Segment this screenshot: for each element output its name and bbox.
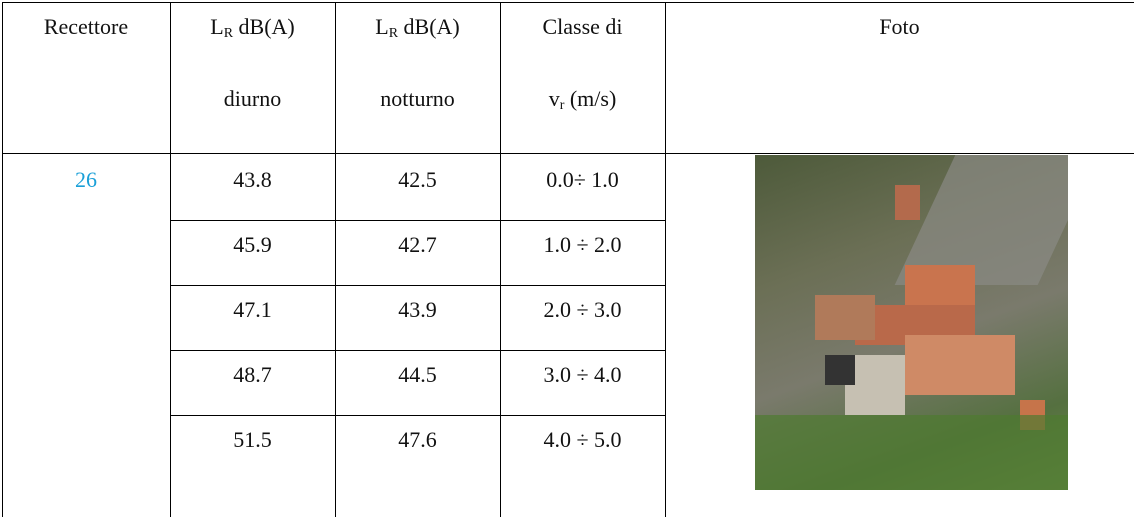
rule xyxy=(335,2,336,517)
unit: dB(A) xyxy=(238,14,295,39)
subscript: R xyxy=(388,26,399,41)
unit: dB(A) xyxy=(403,14,460,39)
header-line: Classe di xyxy=(500,14,665,40)
subscript: r xyxy=(559,98,565,113)
symbol: v xyxy=(548,86,560,111)
cell-value: 4.0 ÷ 5.0 xyxy=(500,427,665,453)
value-text: 3.0 ÷ 4.0 xyxy=(543,362,622,387)
header-line: LR dB(A) xyxy=(335,14,500,41)
header-line: LR dB(A) xyxy=(170,14,335,41)
value-text: 44.5 xyxy=(398,362,437,387)
value-text: 4.0 ÷ 5.0 xyxy=(543,427,622,452)
header-line: diurno xyxy=(170,86,335,112)
rule xyxy=(170,415,665,416)
header-text: notturno xyxy=(380,86,455,111)
value-text: 42.7 xyxy=(398,232,437,257)
cell-value: 48.7 xyxy=(170,362,335,388)
header-line: vr (m/s) xyxy=(500,86,665,113)
header-text: Recettore xyxy=(43,14,129,39)
rule xyxy=(2,2,1134,3)
rule xyxy=(2,2,3,517)
rule xyxy=(170,285,665,286)
value-text: 43.9 xyxy=(398,297,437,322)
header-text: Foto xyxy=(879,14,920,39)
cell-value: 51.5 xyxy=(170,427,335,453)
receptor-text: 26 xyxy=(75,167,97,192)
header-line: notturno xyxy=(335,86,500,112)
header-text: Classe di xyxy=(542,14,623,39)
rule xyxy=(665,2,666,517)
value-text: 45.9 xyxy=(233,232,272,257)
rule xyxy=(2,153,1134,154)
cell-value: 1.0 ÷ 2.0 xyxy=(500,232,665,258)
cell-value: 42.5 xyxy=(335,167,500,193)
cell-value: 2.0 ÷ 3.0 xyxy=(500,297,665,323)
header-text: diurno xyxy=(223,86,282,111)
aerial-photo xyxy=(755,155,1068,490)
rule xyxy=(500,2,501,517)
symbol: L xyxy=(210,14,224,39)
cell-value: 45.9 xyxy=(170,232,335,258)
header-line: Foto xyxy=(665,14,1134,40)
cell-value: 44.5 xyxy=(335,362,500,388)
value-text: 1.0 ÷ 2.0 xyxy=(543,232,622,257)
rule xyxy=(170,220,665,221)
symbol: L xyxy=(375,14,389,39)
value-text: 51.5 xyxy=(233,427,272,452)
rule xyxy=(170,2,171,517)
unit: (m/s) xyxy=(569,86,617,111)
value-text: 48.7 xyxy=(233,362,272,387)
value-text: 47.6 xyxy=(398,427,437,452)
value-text: 47.1 xyxy=(233,297,272,322)
value-text: 2.0 ÷ 3.0 xyxy=(543,297,622,322)
rule xyxy=(170,350,665,351)
cell-value: 47.6 xyxy=(335,427,500,453)
cell-value: 43.8 xyxy=(170,167,335,193)
value-text: 0.0÷ 1.0 xyxy=(546,167,619,192)
cell-value: 43.9 xyxy=(335,297,500,323)
cell-value: 42.7 xyxy=(335,232,500,258)
cell-value: 47.1 xyxy=(170,297,335,323)
receptor-id: 26 xyxy=(2,167,170,193)
cell-value: 0.0÷ 1.0 xyxy=(500,167,665,193)
cell-value: 3.0 ÷ 4.0 xyxy=(500,362,665,388)
header-line: Recettore xyxy=(2,14,170,40)
value-text: 42.5 xyxy=(398,167,437,192)
subscript: R xyxy=(223,26,234,41)
value-text: 43.8 xyxy=(233,167,272,192)
